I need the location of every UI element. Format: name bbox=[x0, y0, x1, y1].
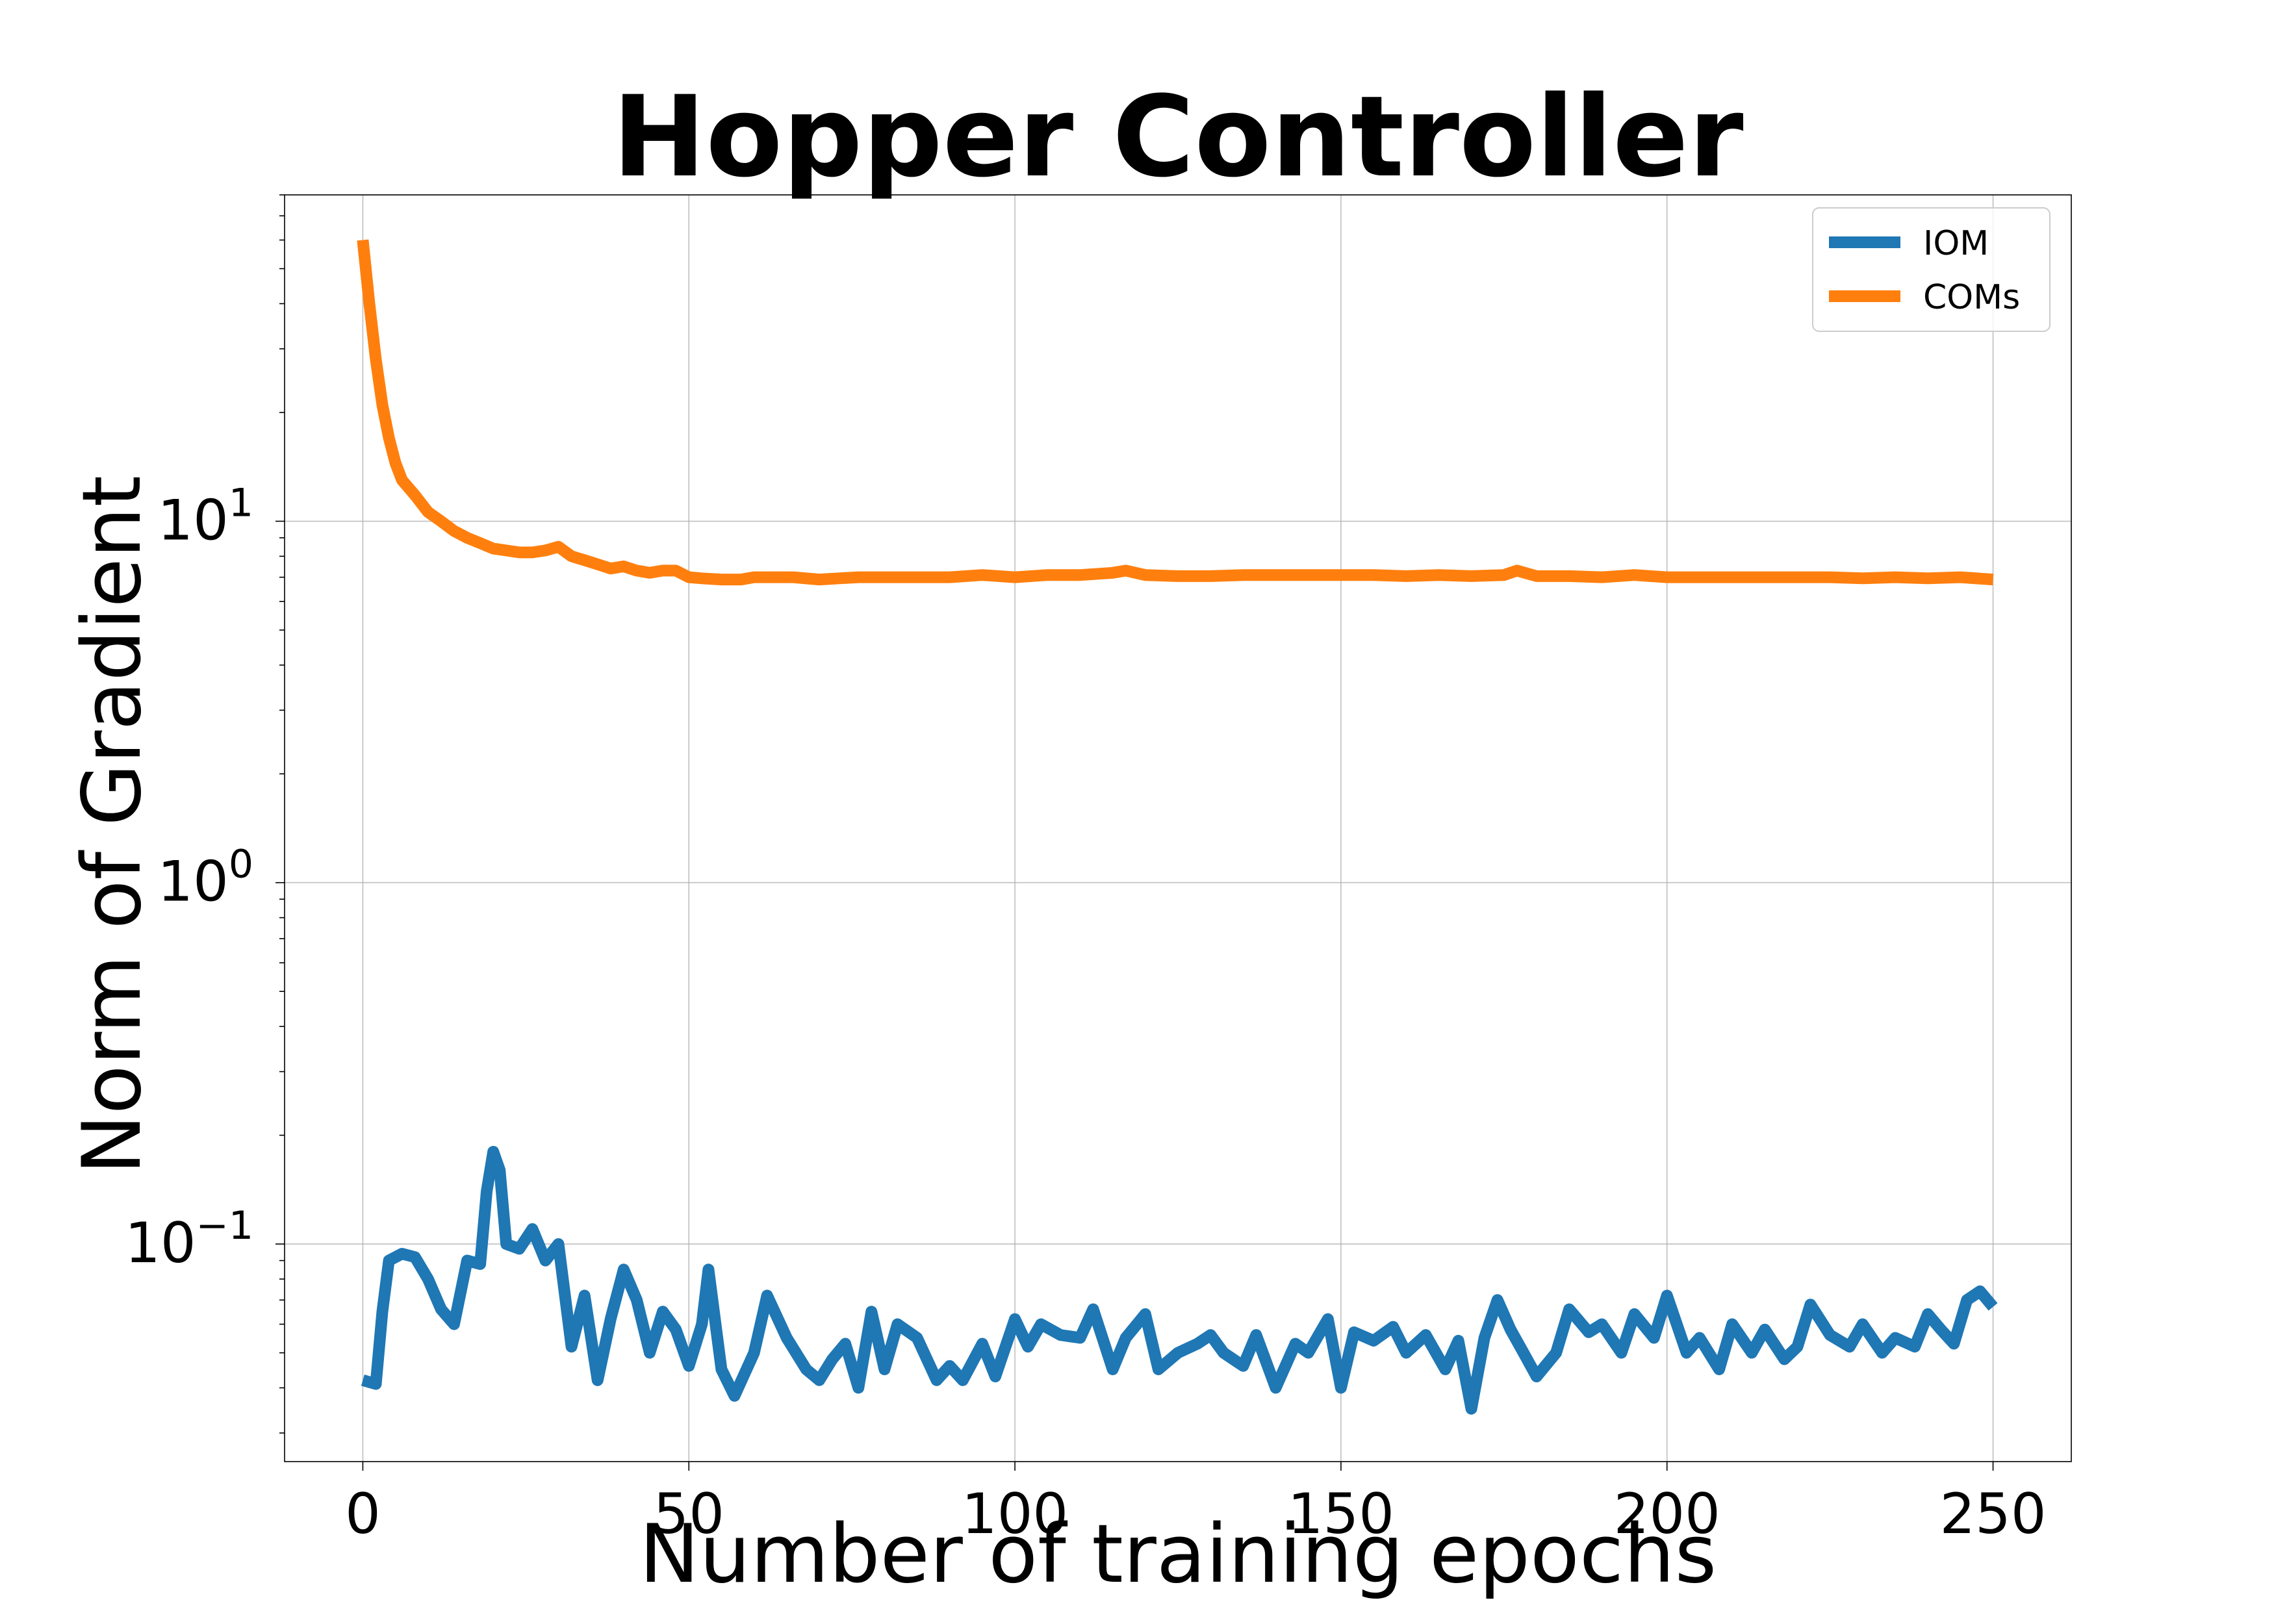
x-tick-label: 100 bbox=[962, 1482, 1068, 1547]
y-tick-label: 101 bbox=[157, 480, 253, 553]
x-tick-label: 50 bbox=[654, 1482, 724, 1547]
series-line-iom bbox=[361, 1146, 1998, 1415]
x-axis-label: Number of training epochs bbox=[639, 1508, 1717, 1601]
chart-title: Hopper Controller bbox=[612, 71, 1743, 202]
legend-label-coms: COMs bbox=[1923, 278, 2020, 317]
x-axis-ticks: 0 50 100 150 200 250 bbox=[345, 1462, 2047, 1547]
y-tick-label: 100 bbox=[157, 842, 253, 915]
plot-frame bbox=[284, 194, 2072, 1462]
y-axis-label: Norm of Gradient bbox=[66, 476, 159, 1174]
x-tick-label: 150 bbox=[1288, 1482, 1394, 1547]
y-axis-ticks: 10−1 100 101 bbox=[125, 194, 285, 1434]
x-tick-label: 0 bbox=[345, 1482, 381, 1547]
series-layer bbox=[357, 239, 1998, 1415]
series-line-coms bbox=[357, 239, 1994, 586]
legend: IOM COMs bbox=[1812, 207, 2050, 332]
grid bbox=[285, 195, 2071, 1462]
x-tick-label: 200 bbox=[1614, 1482, 1720, 1547]
legend-label-iom: IOM bbox=[1923, 224, 1989, 263]
y-tick-label: 10−1 bbox=[125, 1203, 253, 1276]
x-tick-label: 250 bbox=[1939, 1482, 2046, 1547]
